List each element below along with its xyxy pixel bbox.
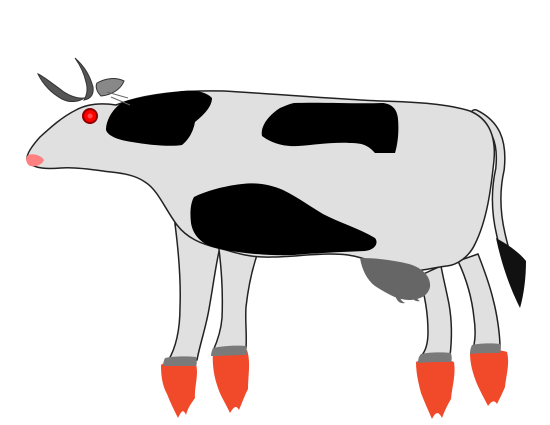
horn-right xyxy=(74,57,94,101)
spot-belly xyxy=(190,183,377,256)
spot-back xyxy=(261,102,399,153)
eye-inner xyxy=(87,113,93,119)
hoof-back-left xyxy=(418,352,452,363)
leg-front-right xyxy=(211,240,258,352)
teat-right xyxy=(410,286,420,302)
hoof-front-left xyxy=(163,356,197,366)
flame-back-right xyxy=(470,349,509,406)
flames xyxy=(161,347,509,419)
horn-left xyxy=(36,73,86,102)
tail-tip xyxy=(496,238,526,308)
ear xyxy=(95,78,125,97)
leg-back-right xyxy=(456,253,501,351)
flame-front-right xyxy=(212,347,250,413)
teat-left xyxy=(395,286,405,304)
hoof-back-right xyxy=(470,343,501,354)
flame-front-left xyxy=(161,361,197,418)
udder xyxy=(360,258,431,300)
nose xyxy=(26,154,44,167)
whisker-right xyxy=(106,91,129,99)
whisker-left xyxy=(110,96,131,106)
hoof-front-right xyxy=(211,345,247,356)
flame-back-left xyxy=(416,359,455,419)
spot-shoulder xyxy=(106,90,212,146)
